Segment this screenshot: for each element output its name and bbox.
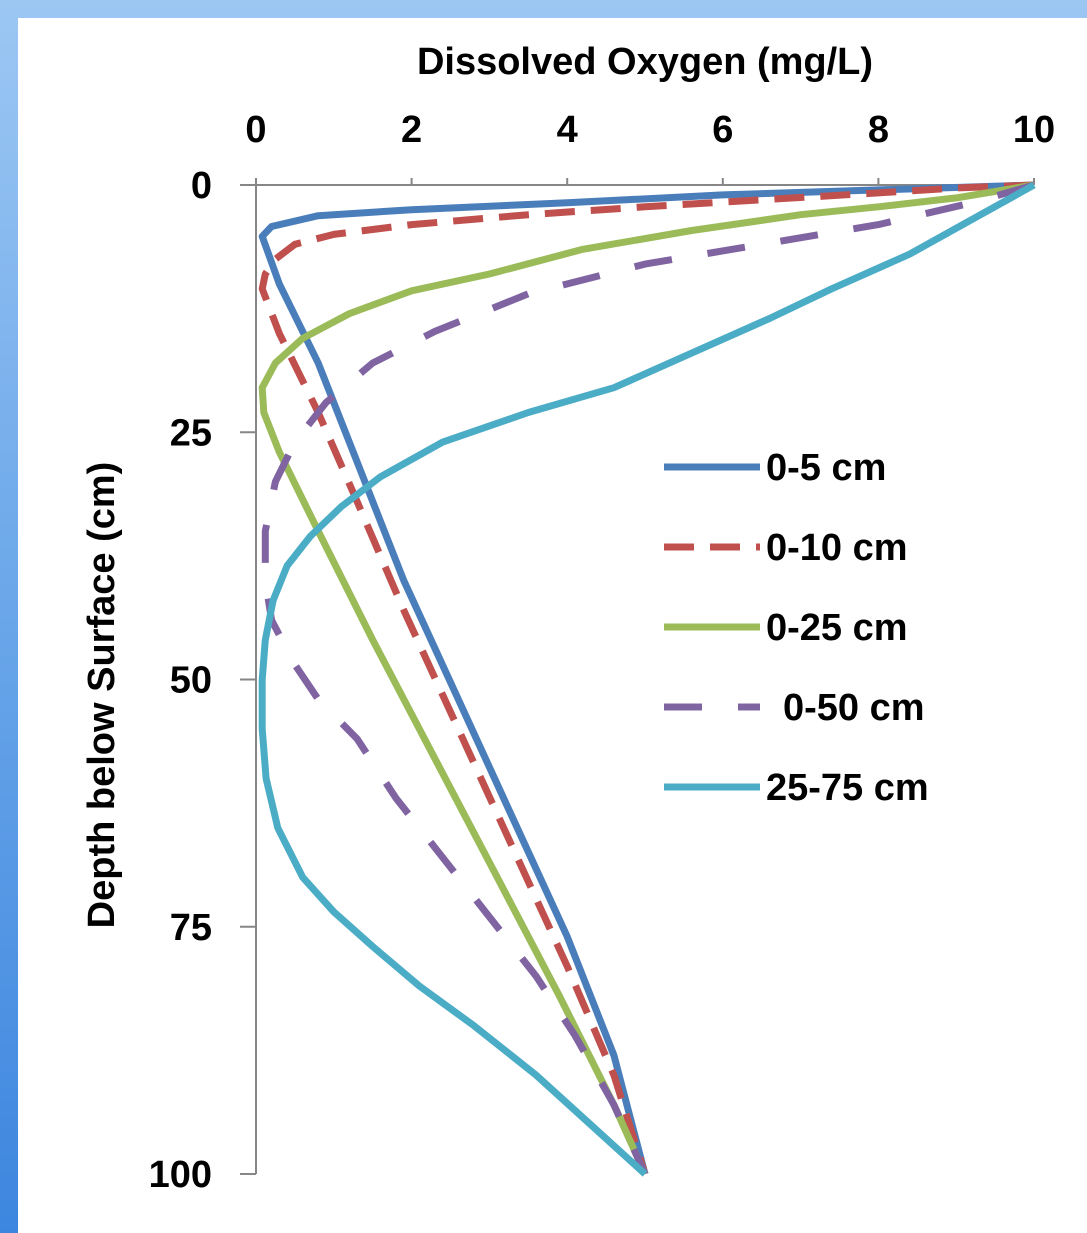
legend-label: 0-10 cm (766, 527, 908, 569)
legend: 0-5 cm 0-10 cm 0-25 cm 0-50 cm 25-75 cm (664, 447, 929, 809)
series-line-0-5-cm (258, 181, 1035, 1175)
series-lines (258, 181, 1036, 1177)
legend-label: 0-5 cm (766, 447, 886, 489)
axes (240, 178, 1035, 1175)
x-tick-label: 8 (868, 109, 889, 151)
y-tick-label: 25 (170, 412, 212, 454)
x-tick-label: 0 (245, 109, 266, 151)
y-axis-title: Depth below Surface (cm) (81, 462, 123, 929)
series-line-25-75-cm (258, 181, 1036, 1177)
series-line-0-50-cm (261, 181, 1035, 1176)
legend-label: 0-50 cm (783, 687, 925, 729)
dissolved-oxygen-chart: Dissolved Oxygen (mg/L) Depth below Surf… (81, 41, 1055, 1196)
y-tick-label: 0 (191, 165, 212, 207)
y-tick-label: 100 (149, 1154, 212, 1196)
x-tick-label: 10 (1013, 109, 1055, 151)
chart-frame: Dissolved Oxygen (mg/L) Depth below Surf… (18, 18, 1087, 1233)
y-tick-labels: 0 25 50 75 100 (149, 165, 212, 1196)
x-tick-label: 4 (557, 109, 578, 151)
x-tick-label: 6 (712, 109, 733, 151)
x-tick-labels: 0 2 4 6 8 10 (245, 109, 1055, 151)
legend-label: 0-25 cm (766, 607, 908, 649)
x-tick-label: 2 (401, 109, 422, 151)
x-axis-title: Dissolved Oxygen (mg/L) (417, 41, 873, 83)
legend-label: 25-75 cm (766, 767, 929, 809)
series-line-0-25-cm (258, 181, 1035, 1176)
y-tick-label: 75 (170, 907, 212, 949)
y-tick-label: 50 (170, 660, 212, 702)
series-line-0-10-cm (258, 181, 1035, 1176)
